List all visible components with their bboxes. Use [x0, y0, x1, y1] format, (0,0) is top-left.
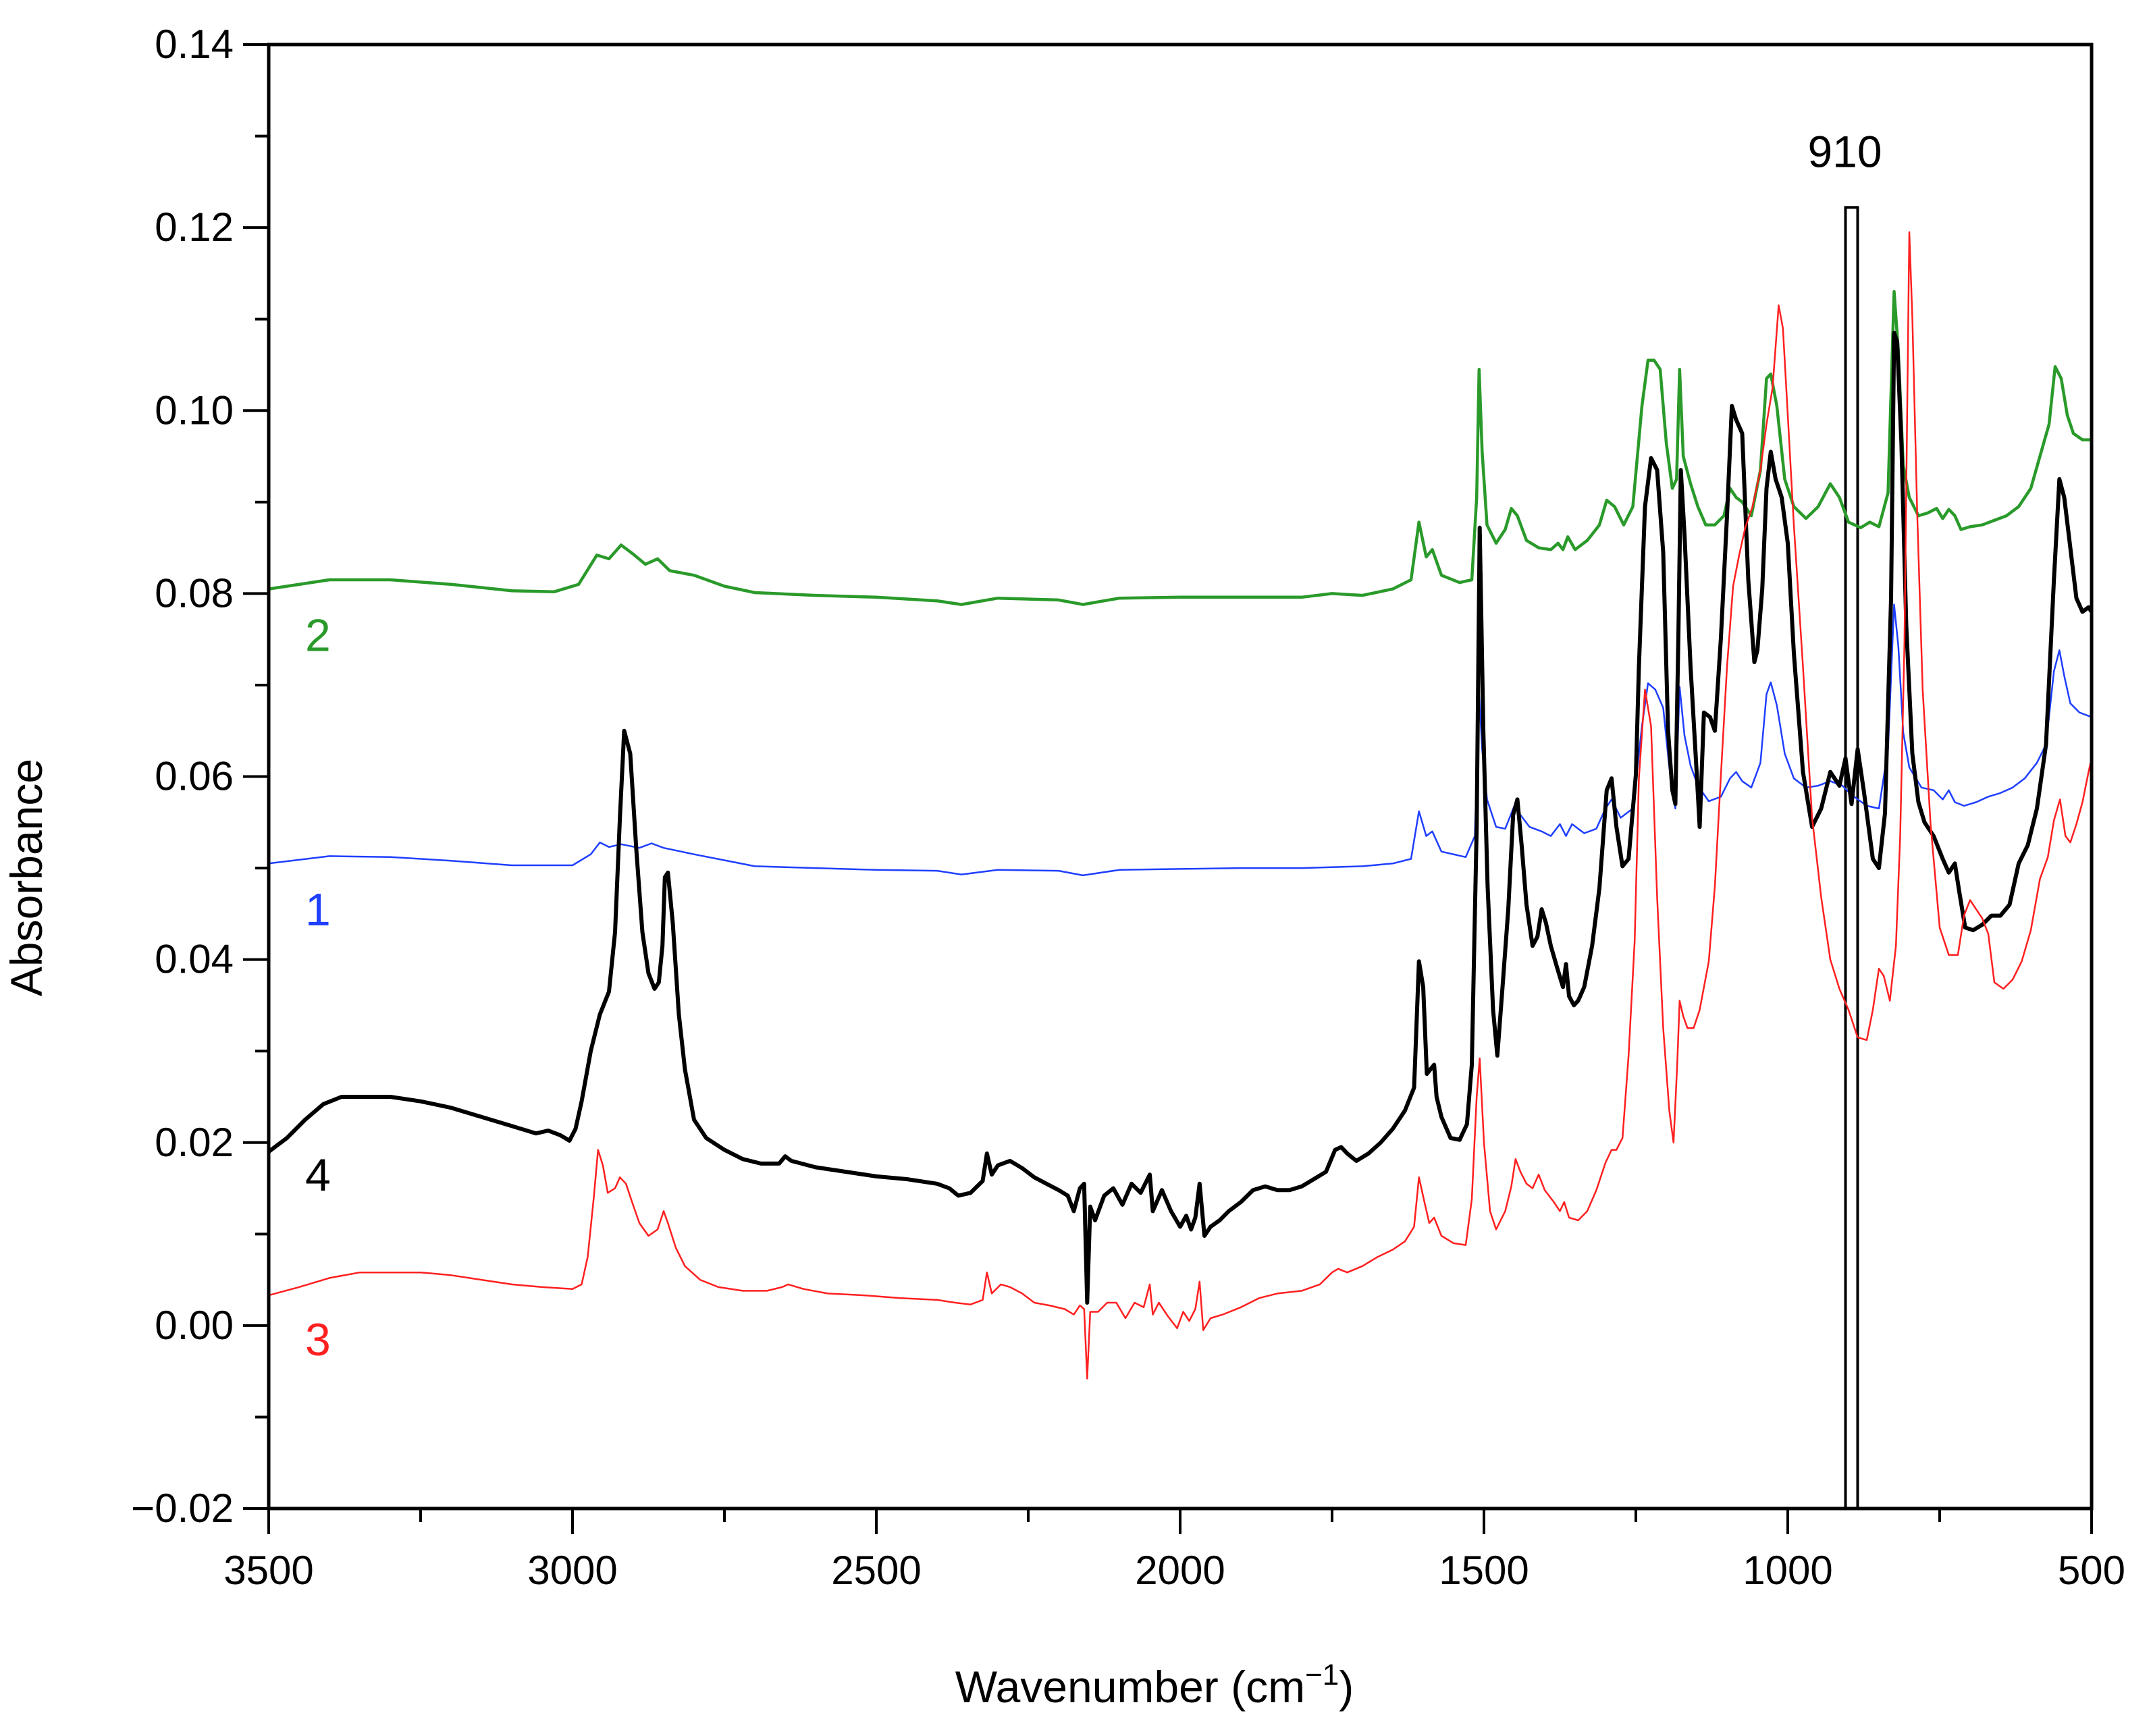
series-label-2: 2	[305, 609, 331, 661]
y-tick-label: 0.08	[155, 570, 234, 616]
annotation-label: 910	[1807, 126, 1882, 176]
x-tick-label: 2500	[831, 1548, 921, 1593]
y-tick-label: 0.10	[155, 387, 234, 433]
y-tick-label: 0.04	[155, 937, 234, 982]
series-label-4: 4	[305, 1149, 331, 1201]
series-label-1: 1	[305, 884, 331, 935]
x-tick-label: 1500	[1439, 1548, 1529, 1593]
series-line-2	[268, 290, 2092, 606]
series-layer: 2 1 4 3	[267, 231, 2094, 1380]
x-axis-title-main: Wavenumber (cm	[955, 1662, 1305, 1712]
y-tick-label: 0.12	[155, 205, 234, 250]
x-axis-title-close: )	[1339, 1662, 1354, 1712]
x-axis-title: Wavenumber (cm−1)	[955, 1658, 1354, 1712]
x-tick-label: 3000	[527, 1548, 617, 1593]
series-line-3	[268, 231, 2093, 1380]
x-tick-label: 3500	[223, 1548, 313, 1593]
series-line-4	[267, 331, 2094, 1305]
y-tick-label: −0.02	[131, 1486, 234, 1531]
plot-border	[267, 43, 2094, 1511]
axes: −0.020.000.020.040.060.080.100.120.14350…	[131, 22, 2125, 1593]
x-axis-title-superscript: −1	[1305, 1658, 1339, 1691]
x-tick-label: 1000	[1743, 1548, 1832, 1593]
y-tick-label: 0.00	[155, 1303, 234, 1348]
series-label-3: 3	[305, 1314, 331, 1365]
x-tick-label: 2000	[1135, 1548, 1225, 1593]
y-tick-label: 0.14	[155, 22, 234, 67]
plot-frame	[267, 43, 2094, 1511]
y-tick-label: 0.06	[155, 754, 234, 799]
x-tick-label: 500	[2058, 1548, 2125, 1593]
annotation-band	[1844, 206, 1859, 1510]
y-axis-title: Absorbance	[1, 759, 51, 996]
y-tick-label: 0.02	[155, 1120, 234, 1165]
